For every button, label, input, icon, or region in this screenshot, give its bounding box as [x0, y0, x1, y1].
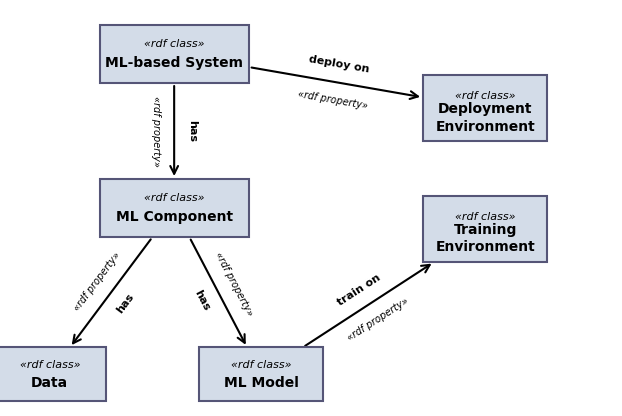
Text: «rdf property»: «rdf property» [346, 296, 411, 343]
FancyBboxPatch shape [0, 347, 106, 401]
Text: has: has [115, 291, 136, 315]
FancyBboxPatch shape [100, 179, 249, 237]
Text: has: has [187, 120, 197, 142]
Text: deploy on: deploy on [308, 54, 370, 74]
Text: ML Component: ML Component [116, 210, 233, 224]
Text: «rdf property»: «rdf property» [151, 96, 161, 166]
Text: «rdf property»: «rdf property» [297, 89, 369, 111]
Text: Deployment
Environment: Deployment Environment [435, 102, 535, 134]
Text: Data: Data [31, 376, 68, 389]
Text: «rdf class»: «rdf class» [144, 39, 205, 49]
Text: «rdf property»: «rdf property» [213, 250, 255, 317]
Text: «rdf class»: «rdf class» [455, 212, 516, 222]
Text: «rdf class»: «rdf class» [455, 91, 516, 101]
Text: has: has [193, 289, 212, 313]
Text: «rdf property»: «rdf property» [72, 250, 122, 313]
Text: train on: train on [335, 272, 382, 307]
Text: «rdf class»: «rdf class» [144, 193, 205, 203]
FancyBboxPatch shape [199, 347, 323, 401]
Text: ML-based System: ML-based System [105, 56, 243, 70]
Text: «rdf class»: «rdf class» [19, 360, 80, 370]
Text: ML Model: ML Model [224, 376, 299, 389]
FancyBboxPatch shape [100, 25, 249, 83]
FancyBboxPatch shape [423, 75, 547, 141]
FancyBboxPatch shape [423, 196, 547, 262]
Text: «rdf class»: «rdf class» [231, 360, 292, 370]
Text: Training
Environment: Training Environment [435, 223, 535, 255]
